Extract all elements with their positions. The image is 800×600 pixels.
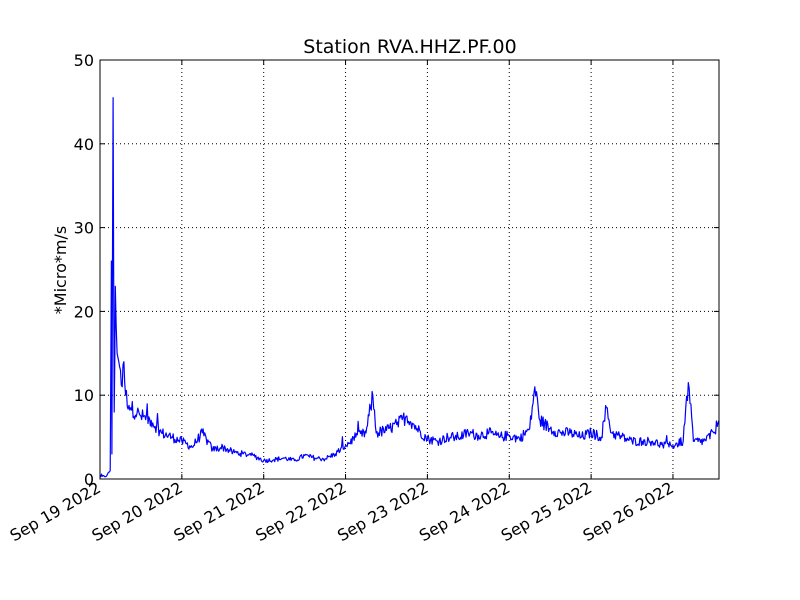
chart-title: Station RVA.HHZ.PF.00 [303, 36, 516, 58]
y-axis-label: *Micro*m/s [51, 226, 70, 314]
plot-frame [99, 59, 720, 480]
y-tick-label: 20 [74, 302, 94, 321]
y-tick-label: 50 [74, 51, 94, 70]
series-line [99, 97, 720, 478]
y-tick-label: 40 [74, 135, 94, 154]
data-series [99, 97, 720, 478]
y-tick-label: 30 [74, 219, 94, 238]
y-tick-label: 10 [74, 386, 94, 405]
y-tick-label: 0 [84, 470, 94, 489]
